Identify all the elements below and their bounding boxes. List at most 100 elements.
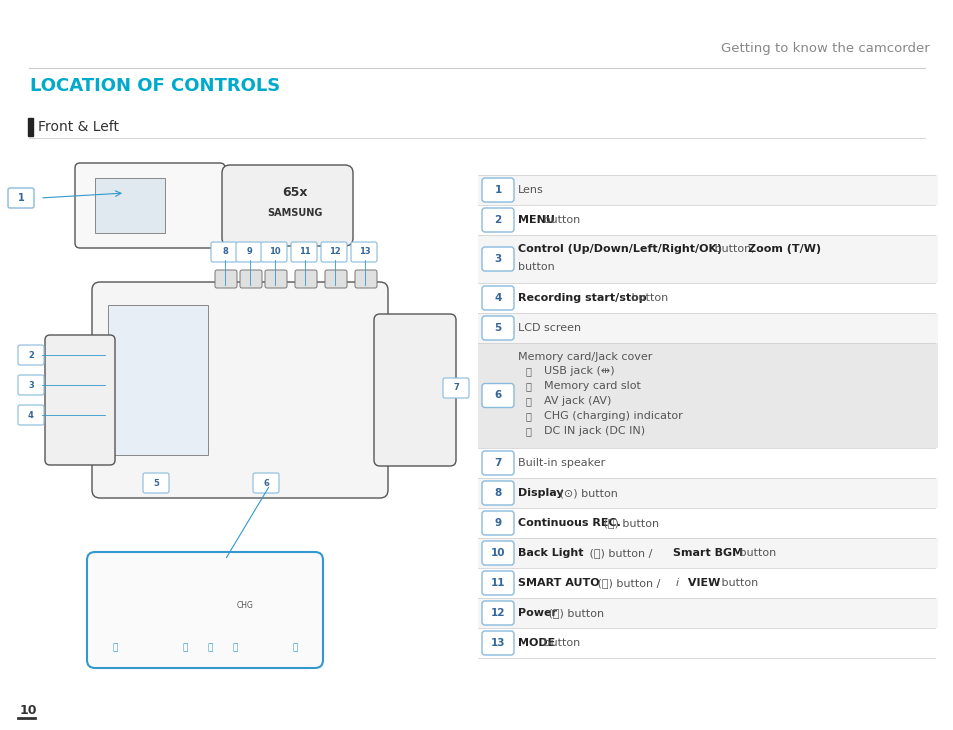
FancyBboxPatch shape bbox=[91, 282, 388, 498]
Text: 10: 10 bbox=[20, 704, 37, 717]
FancyBboxPatch shape bbox=[75, 163, 225, 248]
Text: button,: button, bbox=[710, 244, 758, 254]
Text: button: button bbox=[517, 262, 554, 272]
Text: 3: 3 bbox=[28, 380, 34, 390]
FancyBboxPatch shape bbox=[8, 188, 34, 208]
Text: (⏻) button: (⏻) button bbox=[545, 608, 604, 618]
Text: SAMSUNG: SAMSUNG bbox=[267, 208, 322, 218]
Bar bbox=[477, 568, 937, 598]
FancyBboxPatch shape bbox=[355, 270, 376, 288]
Text: 5: 5 bbox=[152, 478, 159, 488]
Text: 3: 3 bbox=[494, 254, 501, 264]
Text: LCD screen: LCD screen bbox=[517, 323, 580, 333]
Text: SMART AUTO: SMART AUTO bbox=[517, 578, 599, 588]
Text: Recording start/stop: Recording start/stop bbox=[517, 293, 646, 303]
Text: ⓐ: ⓐ bbox=[525, 366, 532, 376]
FancyBboxPatch shape bbox=[481, 481, 514, 505]
Text: DC IN jack (DC IN): DC IN jack (DC IN) bbox=[543, 426, 644, 436]
Bar bbox=[477, 175, 937, 205]
Bar bbox=[477, 508, 937, 538]
Text: ⓐ: ⓐ bbox=[112, 644, 117, 653]
Bar bbox=[477, 205, 937, 235]
Text: 1: 1 bbox=[494, 185, 501, 195]
Bar bbox=[477, 235, 937, 283]
Text: VIEW: VIEW bbox=[683, 578, 720, 588]
FancyBboxPatch shape bbox=[481, 601, 514, 625]
FancyBboxPatch shape bbox=[265, 270, 287, 288]
FancyBboxPatch shape bbox=[320, 242, 347, 262]
Text: Zoom (T/W): Zoom (T/W) bbox=[747, 244, 821, 254]
FancyBboxPatch shape bbox=[18, 345, 44, 365]
FancyBboxPatch shape bbox=[87, 552, 323, 668]
Text: 10: 10 bbox=[269, 247, 280, 256]
FancyBboxPatch shape bbox=[325, 270, 347, 288]
Text: Front & Left: Front & Left bbox=[38, 120, 119, 134]
FancyBboxPatch shape bbox=[253, 473, 278, 493]
Text: button: button bbox=[539, 215, 579, 225]
Text: 12: 12 bbox=[490, 608, 505, 618]
FancyBboxPatch shape bbox=[18, 405, 44, 425]
Text: 8: 8 bbox=[222, 247, 228, 256]
Bar bbox=[28, 118, 33, 136]
Bar bbox=[477, 538, 937, 568]
Bar bbox=[477, 478, 937, 508]
FancyBboxPatch shape bbox=[261, 242, 287, 262]
Text: Continuous REC.: Continuous REC. bbox=[517, 518, 620, 528]
FancyBboxPatch shape bbox=[235, 242, 262, 262]
FancyBboxPatch shape bbox=[291, 242, 316, 262]
Text: 7: 7 bbox=[494, 458, 501, 468]
Text: button: button bbox=[627, 293, 667, 303]
FancyBboxPatch shape bbox=[211, 242, 236, 262]
Text: USB jack (⇹): USB jack (⇹) bbox=[543, 366, 614, 376]
Text: CHG: CHG bbox=[236, 601, 253, 610]
Text: Memory card slot: Memory card slot bbox=[543, 381, 640, 391]
FancyBboxPatch shape bbox=[143, 473, 169, 493]
Text: Control (Up/Down/Left/Right/OK): Control (Up/Down/Left/Right/OK) bbox=[517, 244, 721, 254]
FancyBboxPatch shape bbox=[481, 208, 514, 232]
Bar bbox=[477, 343, 937, 448]
Text: 13: 13 bbox=[490, 638, 505, 648]
Text: (⊙) button: (⊙) button bbox=[556, 488, 618, 498]
FancyBboxPatch shape bbox=[45, 335, 115, 465]
Text: 8: 8 bbox=[494, 488, 501, 498]
Text: Smart BGM: Smart BGM bbox=[672, 548, 742, 558]
FancyBboxPatch shape bbox=[374, 314, 456, 466]
Text: 10: 10 bbox=[490, 548, 505, 558]
Text: button: button bbox=[735, 548, 776, 558]
FancyBboxPatch shape bbox=[481, 247, 514, 271]
Text: ⓓ: ⓓ bbox=[525, 411, 532, 421]
FancyBboxPatch shape bbox=[481, 451, 514, 475]
FancyBboxPatch shape bbox=[240, 270, 262, 288]
FancyBboxPatch shape bbox=[351, 242, 376, 262]
Text: 1: 1 bbox=[17, 193, 25, 203]
Text: Display: Display bbox=[517, 488, 563, 498]
Text: ⓒ: ⓒ bbox=[207, 644, 213, 653]
Text: Getting to know the camcorder: Getting to know the camcorder bbox=[720, 42, 929, 55]
Text: 65x: 65x bbox=[282, 186, 308, 199]
FancyBboxPatch shape bbox=[222, 165, 353, 246]
Text: ⓑ: ⓑ bbox=[525, 381, 532, 391]
Text: LOCATION OF CONTROLS: LOCATION OF CONTROLS bbox=[30, 77, 280, 95]
Text: 9: 9 bbox=[494, 518, 501, 528]
Bar bbox=[477, 448, 937, 478]
Text: 11: 11 bbox=[299, 247, 311, 256]
Text: MODE: MODE bbox=[517, 638, 555, 648]
Text: Power: Power bbox=[517, 608, 557, 618]
Text: button: button bbox=[539, 638, 579, 648]
Text: CHG (charging) indicator: CHG (charging) indicator bbox=[543, 411, 682, 421]
Text: 5: 5 bbox=[494, 323, 501, 333]
Text: button: button bbox=[718, 578, 758, 588]
Text: (Ⓛ) button /: (Ⓛ) button / bbox=[585, 548, 655, 558]
Text: ⓒ: ⓒ bbox=[525, 396, 532, 406]
Text: Memory card/Jack cover: Memory card/Jack cover bbox=[517, 352, 652, 362]
Bar bbox=[477, 313, 937, 343]
FancyBboxPatch shape bbox=[214, 270, 236, 288]
FancyBboxPatch shape bbox=[481, 541, 514, 565]
Text: 12: 12 bbox=[329, 247, 340, 256]
Text: 7: 7 bbox=[453, 383, 458, 393]
Text: 4: 4 bbox=[494, 293, 501, 303]
Text: ⓔ: ⓔ bbox=[525, 426, 532, 436]
FancyBboxPatch shape bbox=[18, 375, 44, 395]
Text: 2: 2 bbox=[28, 350, 34, 359]
Text: ⓓ: ⓓ bbox=[233, 644, 237, 653]
